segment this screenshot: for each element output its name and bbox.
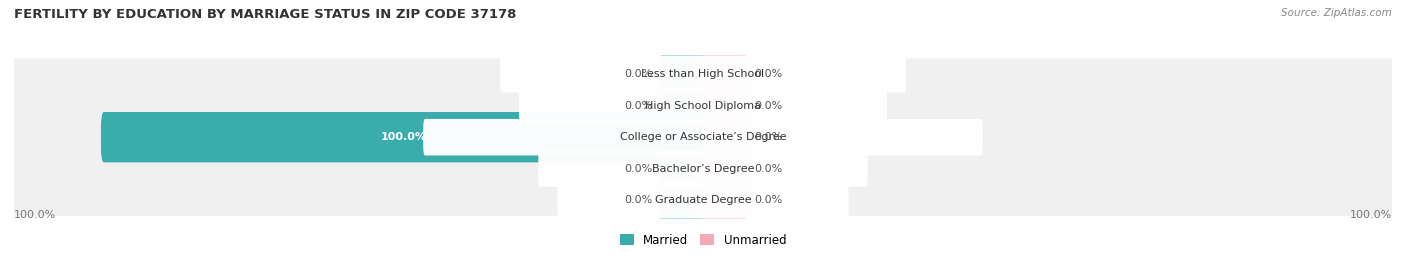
Text: 0.0%: 0.0%: [624, 195, 652, 205]
FancyBboxPatch shape: [659, 181, 704, 219]
Text: 0.0%: 0.0%: [754, 101, 782, 111]
FancyBboxPatch shape: [423, 119, 983, 155]
FancyBboxPatch shape: [14, 122, 1392, 153]
Text: 0.0%: 0.0%: [754, 195, 782, 205]
FancyBboxPatch shape: [538, 150, 868, 187]
FancyBboxPatch shape: [101, 112, 706, 162]
FancyBboxPatch shape: [659, 87, 704, 125]
FancyBboxPatch shape: [659, 55, 704, 93]
Text: Graduate Degree: Graduate Degree: [655, 195, 751, 205]
Text: FERTILITY BY EDUCATION BY MARRIAGE STATUS IN ZIP CODE 37178: FERTILITY BY EDUCATION BY MARRIAGE STATU…: [14, 8, 516, 21]
FancyBboxPatch shape: [14, 153, 1392, 184]
Text: 0.0%: 0.0%: [624, 164, 652, 174]
Text: Bachelor’s Degree: Bachelor’s Degree: [652, 164, 754, 174]
FancyBboxPatch shape: [14, 59, 1392, 90]
Text: 0.0%: 0.0%: [754, 132, 782, 142]
Text: 0.0%: 0.0%: [624, 101, 652, 111]
Text: 100.0%: 100.0%: [1350, 210, 1392, 220]
Text: Source: ZipAtlas.com: Source: ZipAtlas.com: [1281, 8, 1392, 18]
Text: 0.0%: 0.0%: [754, 69, 782, 79]
Text: 0.0%: 0.0%: [754, 164, 782, 174]
FancyBboxPatch shape: [14, 184, 1392, 216]
Text: High School Diploma: High School Diploma: [645, 101, 761, 111]
FancyBboxPatch shape: [519, 87, 887, 124]
Text: 0.0%: 0.0%: [624, 69, 652, 79]
Text: 100.0%: 100.0%: [14, 210, 56, 220]
FancyBboxPatch shape: [702, 87, 747, 125]
FancyBboxPatch shape: [659, 150, 704, 187]
Text: College or Associate’s Degree: College or Associate’s Degree: [620, 132, 786, 142]
FancyBboxPatch shape: [557, 182, 849, 218]
FancyBboxPatch shape: [14, 90, 1392, 122]
FancyBboxPatch shape: [702, 181, 747, 219]
FancyBboxPatch shape: [702, 150, 747, 187]
FancyBboxPatch shape: [501, 56, 905, 93]
Text: Less than High School: Less than High School: [641, 69, 765, 79]
FancyBboxPatch shape: [702, 55, 747, 93]
Text: 100.0%: 100.0%: [381, 132, 426, 142]
FancyBboxPatch shape: [702, 118, 747, 156]
Legend: Married, Unmarried: Married, Unmarried: [614, 229, 792, 251]
